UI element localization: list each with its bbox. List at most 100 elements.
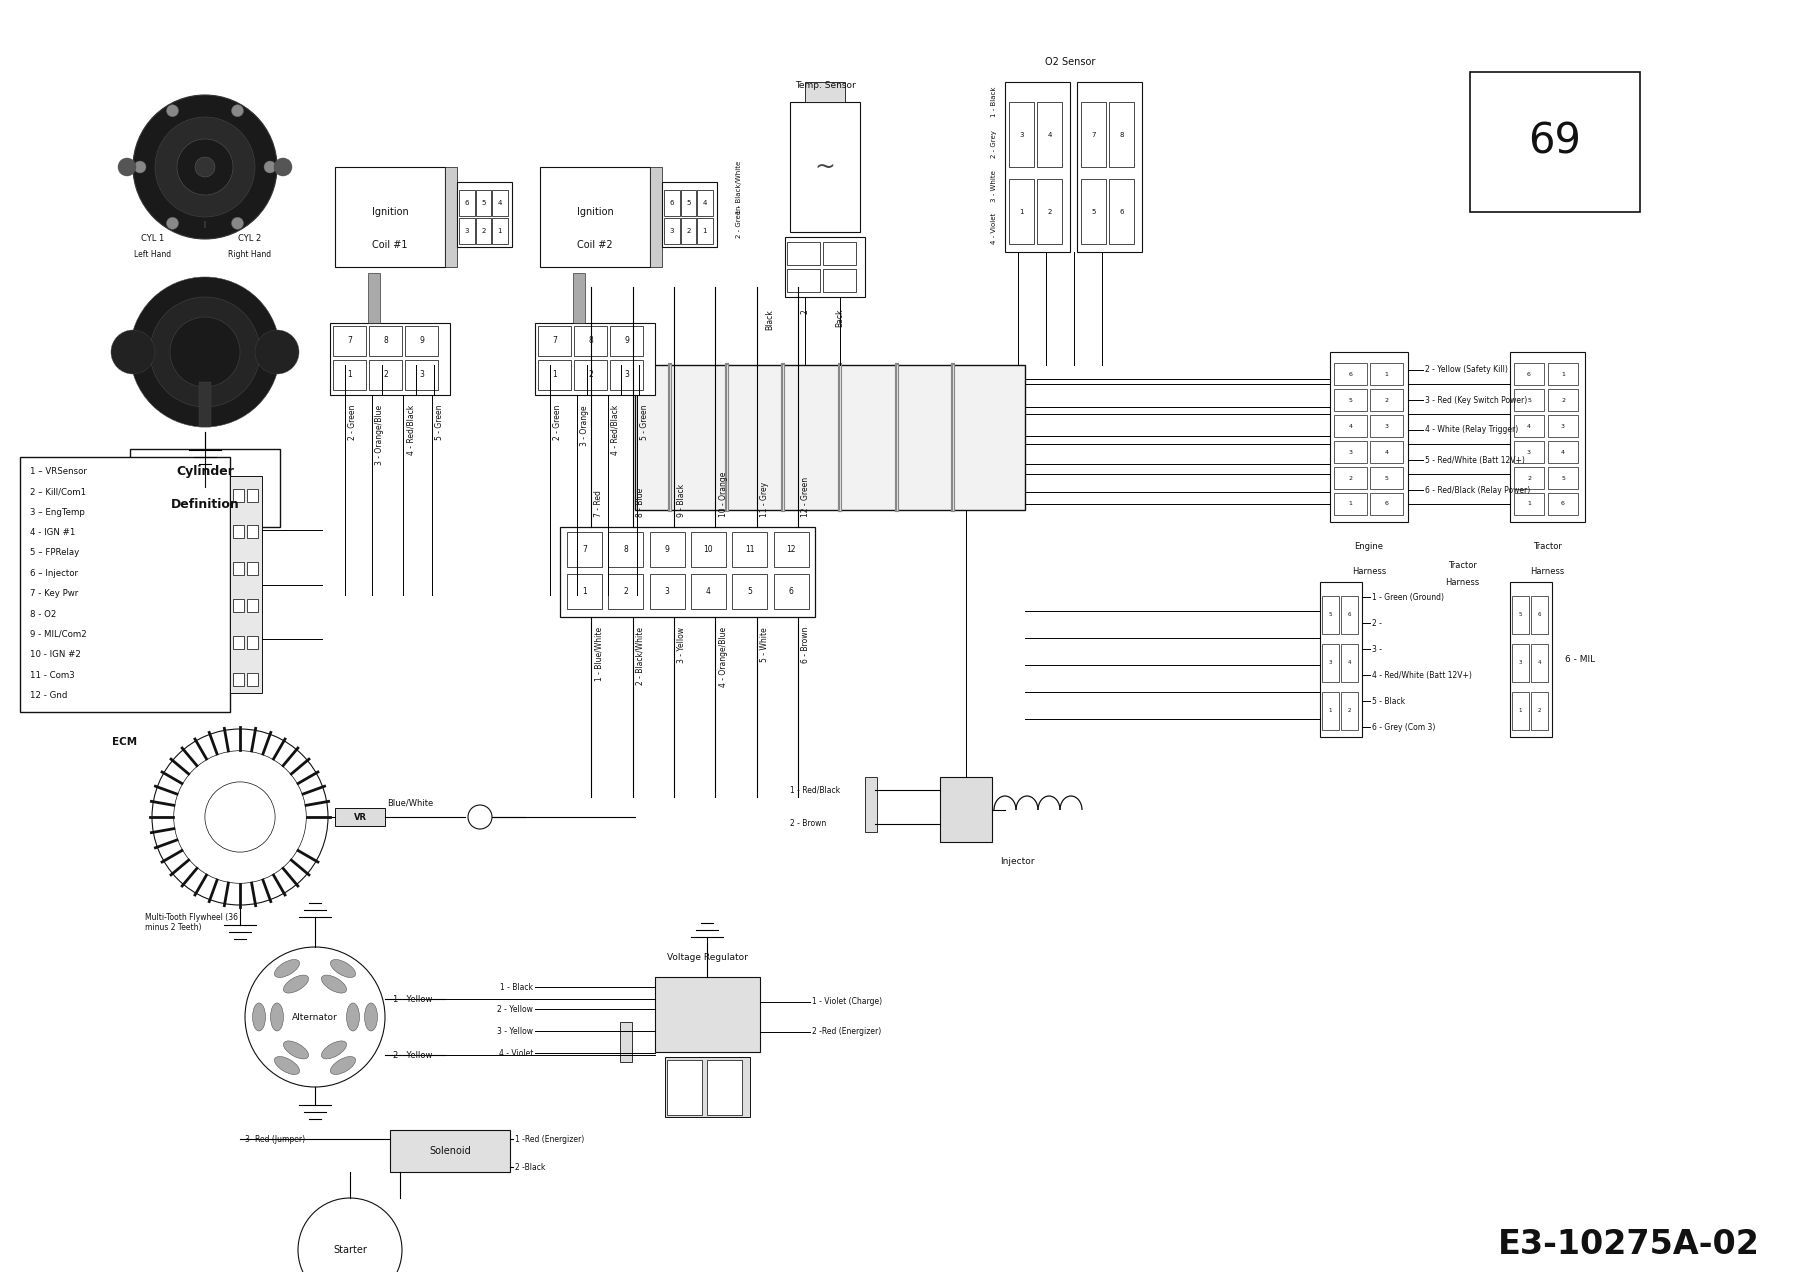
FancyBboxPatch shape <box>610 360 643 391</box>
Text: 8 - O2: 8 - O2 <box>31 609 56 618</box>
Ellipse shape <box>270 1004 284 1032</box>
FancyBboxPatch shape <box>1370 467 1402 488</box>
Text: 8 - Blue: 8 - Blue <box>635 488 644 516</box>
FancyBboxPatch shape <box>405 360 437 391</box>
Text: 4 - Orange/Blue: 4 - Orange/Blue <box>718 627 727 687</box>
Circle shape <box>130 277 281 427</box>
Text: 3 - Yellow: 3 - Yellow <box>497 1027 533 1035</box>
Text: 9: 9 <box>419 337 425 346</box>
FancyBboxPatch shape <box>1082 102 1105 167</box>
FancyBboxPatch shape <box>691 532 725 567</box>
Text: 6: 6 <box>1348 613 1352 617</box>
Text: 3: 3 <box>1328 660 1332 665</box>
Text: 6: 6 <box>1348 371 1352 377</box>
Text: Voltage Regulator: Voltage Regulator <box>666 953 747 962</box>
Text: 9: 9 <box>625 337 628 346</box>
FancyBboxPatch shape <box>538 326 571 356</box>
Text: E3-10275A-02: E3-10275A-02 <box>1498 1227 1760 1261</box>
FancyBboxPatch shape <box>823 268 857 293</box>
Text: 5 – FPRelay: 5 – FPRelay <box>31 548 79 557</box>
FancyBboxPatch shape <box>457 182 511 247</box>
Circle shape <box>133 95 277 239</box>
Text: 12 - Gnd: 12 - Gnd <box>31 691 67 700</box>
Text: 1: 1 <box>1348 501 1352 506</box>
FancyBboxPatch shape <box>247 562 257 575</box>
Text: 3: 3 <box>1561 424 1564 429</box>
Text: 7: 7 <box>581 546 587 555</box>
FancyBboxPatch shape <box>560 527 815 617</box>
Ellipse shape <box>346 1004 360 1032</box>
Text: 5: 5 <box>686 200 691 206</box>
Text: 9 - MIL/Com2: 9 - MIL/Com2 <box>31 630 86 639</box>
Ellipse shape <box>283 976 308 993</box>
FancyBboxPatch shape <box>610 326 643 356</box>
FancyBboxPatch shape <box>774 574 808 609</box>
Text: 9: 9 <box>664 546 670 555</box>
Text: 2: 2 <box>481 228 486 234</box>
Text: 1: 1 <box>581 588 587 597</box>
Text: 5 - Green: 5 - Green <box>436 404 445 440</box>
Text: 2 – Kill/Com1: 2 – Kill/Com1 <box>31 487 86 496</box>
Text: 12 - Green: 12 - Green <box>801 477 810 516</box>
Text: 3: 3 <box>1526 449 1532 454</box>
Text: 6 – Injector: 6 – Injector <box>31 569 77 577</box>
FancyBboxPatch shape <box>1334 441 1366 463</box>
Text: 5: 5 <box>1526 397 1532 402</box>
FancyBboxPatch shape <box>785 237 866 296</box>
Text: 6 - MIL: 6 - MIL <box>1564 655 1595 664</box>
FancyBboxPatch shape <box>608 532 643 567</box>
Circle shape <box>149 296 259 407</box>
FancyBboxPatch shape <box>1321 644 1339 682</box>
Text: 10: 10 <box>704 546 713 555</box>
Circle shape <box>232 218 243 229</box>
FancyBboxPatch shape <box>1548 467 1579 488</box>
Text: 5: 5 <box>1348 397 1352 402</box>
FancyBboxPatch shape <box>405 326 437 356</box>
FancyBboxPatch shape <box>1334 415 1366 438</box>
FancyBboxPatch shape <box>680 190 697 216</box>
Text: 4 - Red/Black: 4 - Red/Black <box>610 404 619 455</box>
Text: CYL 2: CYL 2 <box>238 234 261 243</box>
FancyBboxPatch shape <box>664 218 680 244</box>
Text: 6 - Grey (Com 3): 6 - Grey (Com 3) <box>1372 722 1435 731</box>
Text: 2 - Yellow: 2 - Yellow <box>392 1051 432 1060</box>
FancyBboxPatch shape <box>1037 179 1062 244</box>
Circle shape <box>112 329 155 374</box>
Text: ~: ~ <box>815 155 835 179</box>
FancyBboxPatch shape <box>1532 692 1548 730</box>
FancyBboxPatch shape <box>1370 441 1402 463</box>
FancyBboxPatch shape <box>1510 583 1552 736</box>
Text: 1 - Black: 1 - Black <box>992 86 997 117</box>
FancyBboxPatch shape <box>1010 179 1033 244</box>
Text: 4: 4 <box>1048 132 1051 137</box>
Text: 7: 7 <box>1091 132 1096 137</box>
FancyBboxPatch shape <box>1512 597 1528 633</box>
FancyBboxPatch shape <box>232 488 245 501</box>
FancyBboxPatch shape <box>491 190 508 216</box>
Text: Harness: Harness <box>1352 567 1386 576</box>
FancyBboxPatch shape <box>247 488 257 501</box>
FancyBboxPatch shape <box>1548 389 1579 411</box>
FancyBboxPatch shape <box>1514 415 1544 438</box>
Circle shape <box>166 104 178 117</box>
FancyBboxPatch shape <box>1548 415 1579 438</box>
Text: 3: 3 <box>664 588 670 597</box>
Text: 5: 5 <box>1091 209 1096 215</box>
Text: 1: 1 <box>1328 709 1332 714</box>
Text: Harness: Harness <box>1445 577 1480 586</box>
FancyBboxPatch shape <box>491 218 508 244</box>
FancyBboxPatch shape <box>130 449 281 527</box>
Text: 4 - Red/Black: 4 - Red/Black <box>407 404 416 455</box>
FancyBboxPatch shape <box>1341 692 1357 730</box>
Text: 5: 5 <box>1328 613 1332 617</box>
Text: 2: 2 <box>1526 476 1532 481</box>
FancyBboxPatch shape <box>697 190 713 216</box>
Text: 6: 6 <box>1120 209 1123 215</box>
FancyBboxPatch shape <box>1548 494 1579 515</box>
FancyBboxPatch shape <box>459 190 475 216</box>
Text: Black: Black <box>765 309 774 329</box>
Text: 3: 3 <box>1019 132 1024 137</box>
Text: 2: 2 <box>623 588 628 597</box>
Text: Coil #2: Coil #2 <box>578 240 612 251</box>
FancyBboxPatch shape <box>445 167 457 267</box>
